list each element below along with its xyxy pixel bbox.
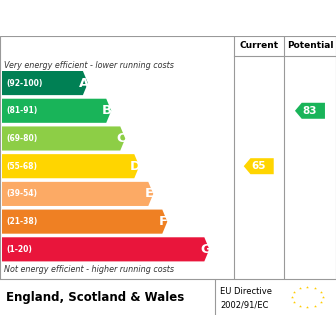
Polygon shape	[2, 154, 139, 178]
Text: EU Directive: EU Directive	[220, 287, 272, 296]
Text: Current: Current	[239, 42, 278, 50]
Text: 65: 65	[251, 161, 266, 171]
Polygon shape	[2, 99, 111, 123]
Polygon shape	[244, 158, 274, 174]
Text: (69-80): (69-80)	[6, 134, 37, 143]
Text: (92-100): (92-100)	[6, 78, 42, 88]
Text: 2002/91/EC: 2002/91/EC	[220, 301, 268, 309]
Text: England, Scotland & Wales: England, Scotland & Wales	[6, 290, 184, 303]
Text: G: G	[200, 243, 211, 256]
Text: C: C	[117, 132, 126, 145]
Text: (39-54): (39-54)	[6, 189, 37, 198]
Polygon shape	[2, 182, 153, 206]
Text: Potential: Potential	[287, 42, 333, 50]
Polygon shape	[2, 237, 209, 261]
Text: Not energy efficient - higher running costs: Not energy efficient - higher running co…	[4, 266, 174, 274]
Text: 83: 83	[303, 106, 317, 116]
Text: (55-68): (55-68)	[6, 162, 37, 171]
Text: (1-20): (1-20)	[6, 245, 32, 254]
Text: F: F	[159, 215, 168, 228]
Polygon shape	[2, 71, 88, 95]
Text: (21-38): (21-38)	[6, 217, 37, 226]
Polygon shape	[2, 126, 125, 151]
Text: Energy Efficiency Rating: Energy Efficiency Rating	[10, 9, 239, 27]
Text: (81-91): (81-91)	[6, 106, 37, 115]
Text: Very energy efficient - lower running costs: Very energy efficient - lower running co…	[4, 61, 174, 71]
Polygon shape	[2, 209, 167, 234]
Polygon shape	[295, 103, 325, 119]
Text: A: A	[79, 77, 89, 89]
Text: E: E	[145, 187, 154, 200]
Text: B: B	[102, 104, 112, 117]
Text: D: D	[130, 160, 141, 173]
